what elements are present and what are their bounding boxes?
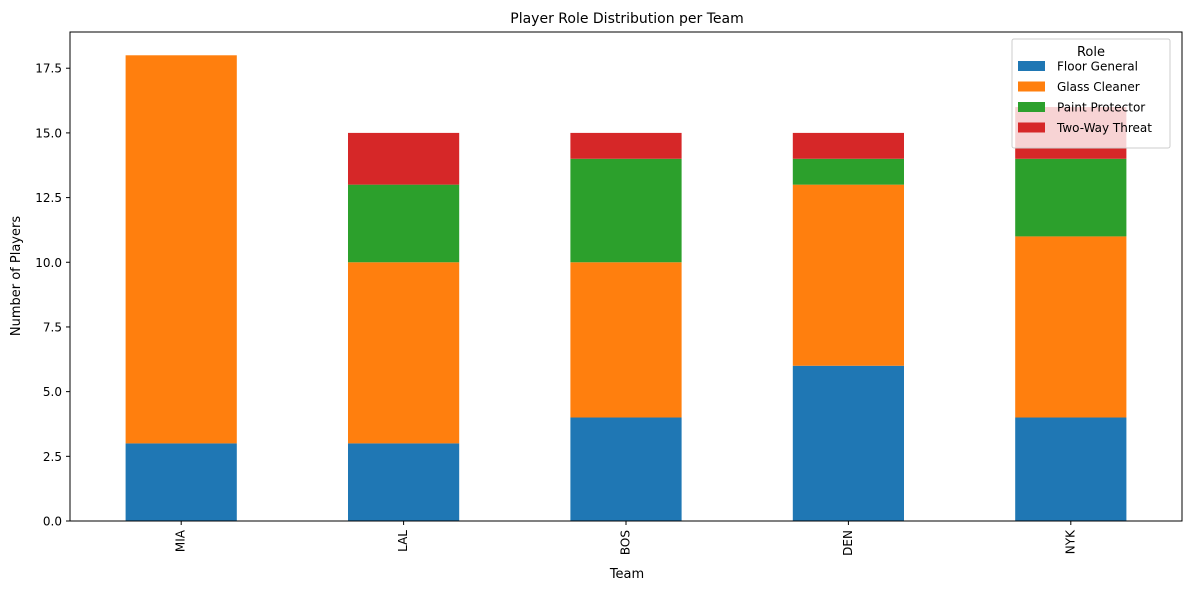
bar-segment-mia-floor-general xyxy=(125,443,237,521)
bar-segment-den-two-way-threat xyxy=(792,132,904,159)
y-tick-label: 15.0 xyxy=(35,126,62,140)
y-tick-label: 12.5 xyxy=(35,191,62,205)
legend-swatch-two-way-threat xyxy=(1018,122,1045,133)
legend-label-glass-cleaner: Glass Cleaner xyxy=(1057,80,1140,94)
x-tick-label: DEN xyxy=(841,530,855,556)
bar-segment-nyk-floor-general xyxy=(1015,417,1127,521)
bar-segment-bos-paint-protector xyxy=(570,158,682,263)
bar-segment-lal-floor-general xyxy=(348,443,460,521)
legend-title: Role xyxy=(1077,45,1105,60)
chart-title: Player Role Distribution per Team xyxy=(510,11,743,27)
legend-label-paint-protector: Paint Protector xyxy=(1057,101,1145,115)
bar-segment-mia-glass-cleaner xyxy=(125,55,237,444)
legend-items: Floor General Glass Cleaner Paint Protecto… xyxy=(1018,60,1152,135)
legend-label-floor-general: Floor General xyxy=(1057,60,1138,74)
bars-layer xyxy=(125,55,1127,521)
y-axis-label: Number of Players xyxy=(9,216,24,336)
x-tick-label: NYK xyxy=(1063,529,1077,554)
y-axis: 0.0 2.5 5.0 7.5 10.0 12.5 15.0 17.5 xyxy=(35,62,70,529)
legend-label-two-way-threat: Two-Way Threat xyxy=(1056,121,1152,135)
bar-segment-bos-glass-cleaner xyxy=(570,262,682,418)
y-tick-label: 7.5 xyxy=(43,320,62,334)
bar-segment-den-paint-protector xyxy=(792,158,904,185)
bar-segment-nyk-glass-cleaner xyxy=(1015,236,1127,418)
bar-segment-lal-glass-cleaner xyxy=(348,262,460,444)
x-tick-label: BOS xyxy=(619,530,633,555)
legend-swatch-glass-cleaner xyxy=(1018,81,1045,92)
x-tick-label: LAL xyxy=(396,530,410,552)
y-tick-label: 0.0 xyxy=(43,515,62,529)
bar-segment-lal-paint-protector xyxy=(348,184,460,263)
x-tick-label: MIA xyxy=(174,529,188,552)
y-tick-label: 5.0 xyxy=(43,385,62,399)
bar-segment-den-glass-cleaner xyxy=(792,184,904,366)
bar-segment-den-floor-general xyxy=(792,365,904,521)
y-tick-label: 10.0 xyxy=(35,256,62,270)
legend: Role Floor General Glass Cleaner Paint Pro… xyxy=(1011,38,1171,149)
x-axis-label: Team xyxy=(609,567,644,582)
legend-box xyxy=(1011,38,1171,149)
bar-segment-nyk-paint-protector xyxy=(1015,158,1127,237)
y-tick-label: 2.5 xyxy=(43,450,62,464)
bar-segment-bos-two-way-threat xyxy=(570,132,682,159)
legend-swatch-paint-protector xyxy=(1018,102,1045,112)
legend-swatch-floor-general xyxy=(1018,61,1045,71)
x-axis: MIA LAL BOS DEN NYK xyxy=(174,521,1077,556)
bar-segment-lal-two-way-threat xyxy=(348,132,460,185)
bar-segment-bos-floor-general xyxy=(570,417,682,521)
y-tick-label: 17.5 xyxy=(35,62,62,76)
